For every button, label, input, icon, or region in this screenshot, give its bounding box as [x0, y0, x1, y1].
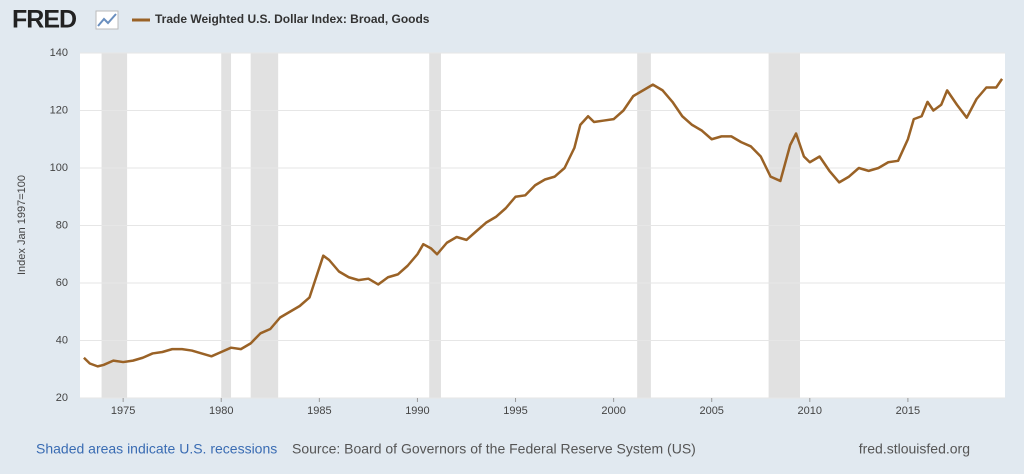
site: fred.stlouisfed.org — [859, 441, 970, 457]
x-tick-label: 2010 — [798, 405, 822, 417]
y-tick-label: 40 — [56, 334, 68, 346]
x-tick-label: 1985 — [307, 405, 331, 417]
y-tick-label: 100 — [50, 162, 68, 174]
x-tick-label: 2005 — [699, 405, 723, 417]
x-tick-label: 1980 — [209, 405, 233, 417]
y-tick-label: 60 — [56, 277, 68, 289]
y-tick-label: 140 — [50, 47, 68, 59]
series-line — [83, 78, 1004, 368]
recession-link[interactable]: Shaded areas indicate U.S. recessions — [36, 441, 277, 457]
y-tick-label: 20 — [56, 392, 68, 404]
source: Source: Board of Governors of the Federa… — [292, 441, 696, 457]
logo-icon — [95, 10, 119, 30]
y-axis-label: Index Jan 1997=100 — [16, 175, 28, 275]
logo: FRED — [12, 6, 76, 34]
x-tick-label: 2015 — [896, 405, 920, 417]
x-tick-label: 1975 — [111, 405, 135, 417]
y-tick-label: 80 — [56, 219, 68, 231]
x-tick-label: 1990 — [405, 405, 429, 417]
x-tick-label: 1995 — [503, 405, 527, 417]
x-tick-label: 2000 — [601, 405, 625, 417]
legend-label: Trade Weighted U.S. Dollar Index: Broad,… — [155, 12, 430, 26]
y-tick-label: 120 — [50, 104, 68, 116]
